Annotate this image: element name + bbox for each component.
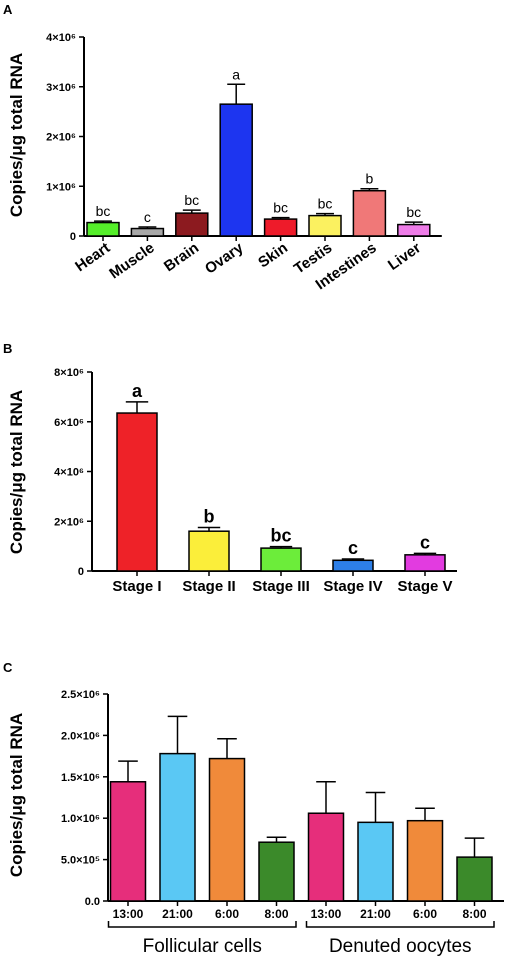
x-tick-label: Liver — [385, 239, 424, 274]
significance-label: c — [144, 209, 151, 225]
y-tick-label: 2×10⁶ — [46, 132, 76, 144]
panel-label: A — [3, 2, 13, 17]
significance-label: a — [232, 66, 240, 82]
y-tick-label: 5.0×10⁵ — [61, 855, 100, 867]
bar — [175, 212, 209, 237]
panel-a: A Copies/μg total RNA 0 1×10⁶ 2×10⁶ 3×10⁶ 4×10… — [3, 2, 442, 293]
x-tick-label: Brain — [161, 239, 202, 275]
significance-label: c — [348, 538, 358, 558]
significance-label: bc — [270, 526, 291, 546]
significance-label: bc — [273, 200, 288, 216]
panel-c: C Copies/μg total RNA 0.0 5.0×10⁵ 1.0×10⁶ 1.5… — [3, 660, 504, 957]
y-axis-label: Copies/μg total RNA — [7, 390, 26, 554]
panel-label: B — [3, 341, 12, 356]
bar — [307, 812, 345, 902]
bar — [263, 218, 298, 237]
y-tick-label: 2.5×10⁶ — [61, 689, 100, 701]
y-axis-label: Copies/μg total RNA — [7, 713, 26, 877]
bar — [406, 819, 444, 902]
bar — [219, 103, 253, 237]
significance-label: bc — [184, 192, 199, 208]
x-tick-label: Skin — [255, 239, 291, 271]
group-label: Follicular cells — [143, 936, 262, 957]
panel-label: C — [3, 660, 13, 675]
y-tick-label: 2×10⁶ — [54, 516, 84, 528]
bar — [357, 821, 394, 902]
x-tick-label: 21:00 — [162, 907, 193, 921]
bar — [404, 554, 446, 572]
bar — [109, 781, 147, 902]
bar — [308, 214, 342, 237]
y-axis-label: Copies/μg total RNA — [7, 53, 26, 217]
y-tick-label: 1×10⁶ — [46, 181, 76, 193]
x-tick-label: Stage I — [112, 578, 161, 595]
x-tick-label: 21:00 — [360, 907, 391, 921]
significance-label: bc — [318, 196, 333, 212]
y-tick-label: 0.0 — [85, 896, 100, 908]
bar — [258, 841, 295, 902]
bar — [116, 412, 158, 572]
bar — [456, 856, 493, 902]
y-tick-label: 6×10⁶ — [54, 417, 84, 429]
y-tick-label: 0 — [78, 566, 84, 578]
bar — [260, 547, 302, 572]
x-tick-label: 6:00 — [215, 907, 239, 921]
significance-label: b — [204, 506, 215, 526]
significance-label: a — [132, 381, 143, 401]
group-bracket — [305, 921, 495, 928]
bar — [86, 221, 120, 237]
y-tick-label: 0 — [70, 231, 76, 243]
significance-label: bc — [406, 204, 421, 220]
x-tick-label: 13:00 — [311, 907, 342, 921]
x-tick-label: Muscle — [106, 239, 157, 282]
x-tick-label: Ovary — [202, 239, 247, 278]
panel-b: B Copies/μg total RNA 0 2×10⁶ 4×10⁶ 6×10⁶ 8×10… — [3, 341, 457, 595]
bar — [352, 189, 387, 237]
y-tick-label: 8×10⁶ — [54, 367, 84, 379]
bar — [130, 227, 165, 237]
x-tick-label: Stage II — [182, 578, 235, 595]
significance-label: c — [420, 532, 430, 552]
significance-label: bc — [96, 203, 111, 219]
y-tick-label: 4×10⁶ — [54, 467, 84, 479]
y-tick-label: 1.0×10⁶ — [61, 813, 100, 825]
x-tick-label: Stage III — [252, 578, 310, 595]
y-tick-label: 1.5×10⁶ — [61, 772, 100, 784]
group-bracket — [107, 921, 297, 928]
significance-label: b — [366, 171, 374, 187]
y-tick-label: 2.0×10⁶ — [61, 730, 100, 742]
x-tick-label: 6:00 — [413, 907, 437, 921]
y-tick-label: 3×10⁶ — [46, 82, 76, 94]
x-tick-label: Stage IV — [323, 578, 382, 595]
bar — [397, 223, 431, 237]
x-tick-label: 13:00 — [113, 907, 144, 921]
y-tick-label: 4×10⁶ — [46, 32, 76, 44]
bar — [208, 757, 246, 902]
x-tick-label: 8:00 — [462, 907, 486, 921]
bar — [188, 530, 230, 572]
group-label: Denuted oocytes — [329, 936, 472, 957]
x-tick-label: Stage V — [397, 578, 452, 595]
bar — [332, 559, 374, 572]
bar — [159, 752, 196, 902]
x-tick-label: 8:00 — [264, 907, 288, 921]
